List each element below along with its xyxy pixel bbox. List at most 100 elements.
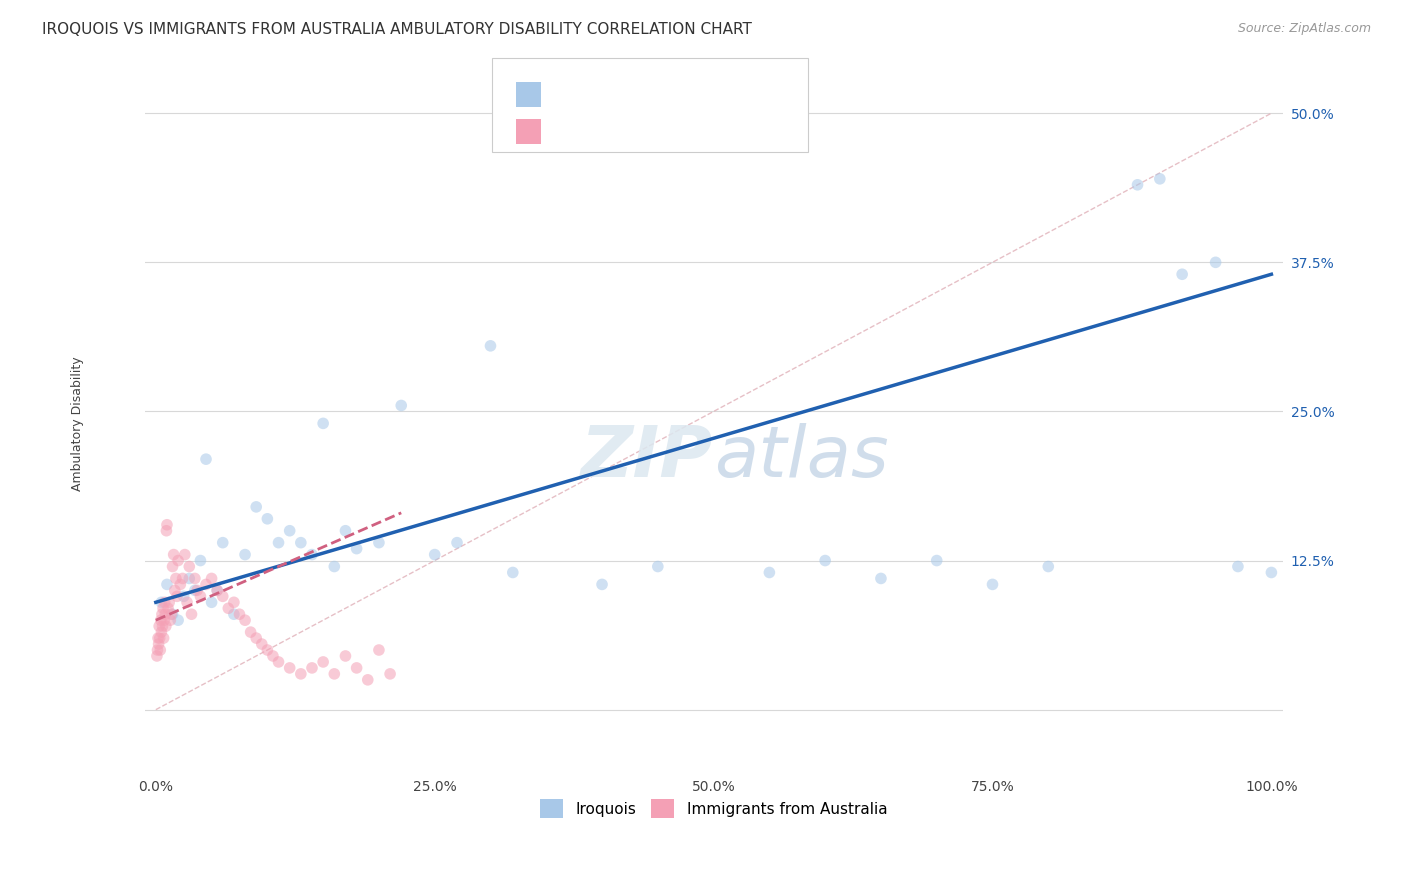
Point <box>1149 171 1171 186</box>
Text: 62: 62 <box>673 124 696 139</box>
Text: 0.427: 0.427 <box>581 124 631 139</box>
Point <box>357 673 380 687</box>
Point <box>152 619 174 633</box>
Point <box>346 661 368 675</box>
Point <box>301 661 323 675</box>
Point <box>925 553 948 567</box>
Point <box>162 559 184 574</box>
Point <box>176 595 198 609</box>
Point <box>162 607 184 622</box>
Point <box>169 577 191 591</box>
Point <box>211 590 233 604</box>
Point <box>814 553 837 567</box>
Point <box>156 577 179 591</box>
Point <box>502 566 524 580</box>
Point <box>200 571 222 585</box>
Point <box>150 607 173 622</box>
Point <box>278 661 301 675</box>
Text: Source: ZipAtlas.com: Source: ZipAtlas.com <box>1237 22 1371 36</box>
Point <box>981 577 1004 591</box>
Point <box>312 417 335 431</box>
Point <box>159 613 181 627</box>
Point <box>233 613 256 627</box>
Point <box>1260 566 1282 580</box>
Point <box>335 648 357 663</box>
Point <box>323 666 346 681</box>
Point <box>205 583 228 598</box>
Point <box>155 619 177 633</box>
Point <box>1171 267 1194 281</box>
Point <box>1126 178 1149 192</box>
Point <box>173 548 195 562</box>
Point <box>157 595 180 609</box>
Point <box>250 637 273 651</box>
Point <box>163 548 186 562</box>
Point <box>153 595 176 609</box>
Text: N =: N = <box>644 124 681 139</box>
Point <box>228 607 250 622</box>
Point <box>186 583 208 598</box>
Point <box>195 577 218 591</box>
Text: atlas: atlas <box>714 424 889 492</box>
Point <box>163 583 186 598</box>
Point <box>172 571 194 585</box>
Point <box>149 613 172 627</box>
Point <box>217 601 239 615</box>
Point <box>190 590 212 604</box>
Point <box>167 613 190 627</box>
Point <box>146 631 169 645</box>
Point <box>256 643 278 657</box>
Point <box>200 595 222 609</box>
Point <box>479 339 502 353</box>
Point <box>290 666 312 681</box>
Y-axis label: Ambulatory Disability: Ambulatory Disability <box>72 356 84 491</box>
Legend: Iroquois, Immigrants from Australia: Iroquois, Immigrants from Australia <box>534 793 893 824</box>
Point <box>245 500 267 514</box>
Point <box>758 566 780 580</box>
Point <box>157 601 180 615</box>
Point <box>262 648 284 663</box>
Point <box>870 571 893 585</box>
Point <box>155 524 177 538</box>
Point <box>148 619 170 633</box>
Point <box>205 583 228 598</box>
Point <box>1038 559 1060 574</box>
Text: R =: R = <box>550 124 585 139</box>
Point <box>378 666 401 681</box>
Point <box>647 559 669 574</box>
Point <box>222 607 245 622</box>
Point <box>1205 255 1227 269</box>
Point <box>150 595 173 609</box>
Point <box>146 648 169 663</box>
Point <box>335 524 357 538</box>
Point <box>155 607 177 622</box>
Point <box>165 571 187 585</box>
Point <box>149 631 172 645</box>
Point <box>167 553 190 567</box>
Text: 0.675: 0.675 <box>581 87 631 103</box>
Point <box>312 655 335 669</box>
Point <box>179 571 201 585</box>
Point <box>150 625 173 640</box>
Point <box>423 548 446 562</box>
Point <box>446 535 468 549</box>
Point <box>389 399 412 413</box>
Point <box>184 571 207 585</box>
Point <box>368 643 391 657</box>
Point <box>153 613 176 627</box>
Point <box>152 601 174 615</box>
Text: 44: 44 <box>673 87 696 103</box>
Point <box>184 583 207 598</box>
Point <box>148 637 170 651</box>
Point <box>173 590 195 604</box>
Point <box>179 559 201 574</box>
Point <box>591 577 613 591</box>
Point <box>149 643 172 657</box>
Point <box>222 595 245 609</box>
Point <box>146 643 169 657</box>
Point <box>267 655 290 669</box>
Text: ZIP: ZIP <box>581 424 714 492</box>
Text: N =: N = <box>644 87 681 103</box>
Point <box>195 452 218 467</box>
Point <box>278 524 301 538</box>
